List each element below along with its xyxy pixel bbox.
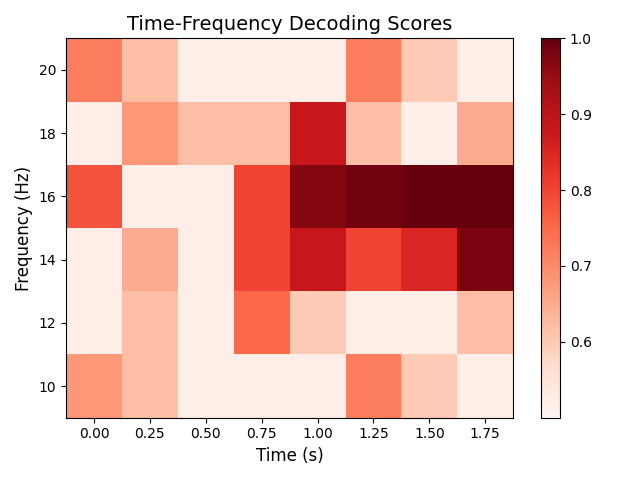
X-axis label: Time (s): Time (s) [256,447,323,465]
Y-axis label: Frequency (Hz): Frequency (Hz) [15,166,33,290]
Title: Time-Frequency Decoding Scores: Time-Frequency Decoding Scores [127,15,452,34]
